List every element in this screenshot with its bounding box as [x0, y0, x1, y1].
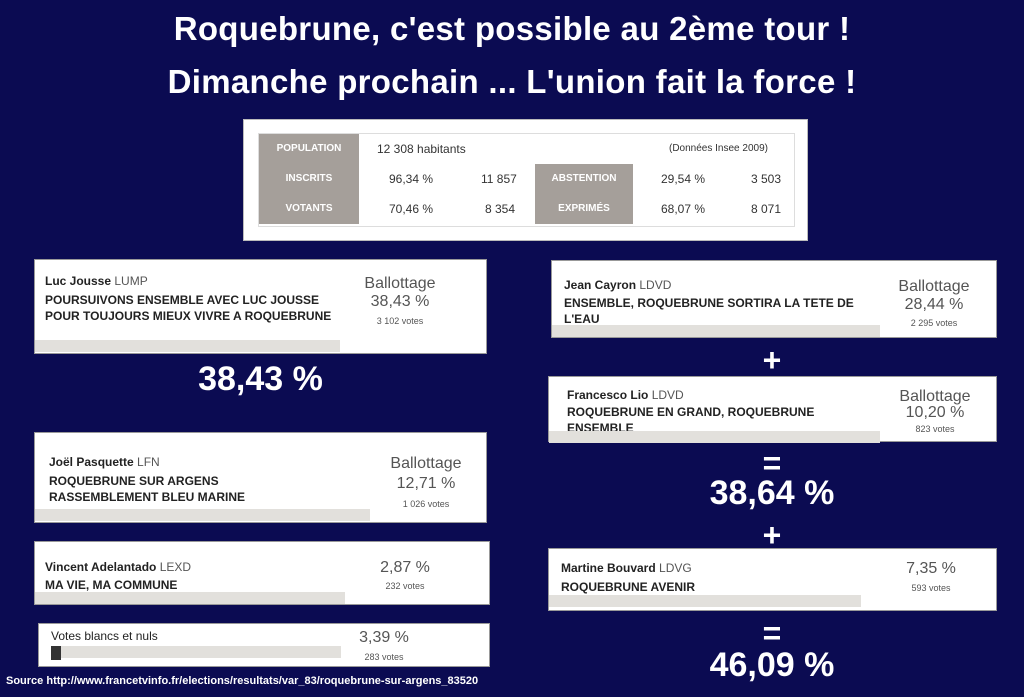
candidate-name: Joël Pasquette LFN: [49, 455, 160, 469]
candidate-slogan: ENSEMBLE, ROQUEBRUNE SORTIRA LA TETE DE …: [564, 296, 854, 326]
candidate-name: Jean Cayron LDVD: [564, 278, 672, 292]
candidate-bar: [35, 592, 345, 604]
votants-count: 8 354: [485, 202, 516, 216]
candidate-name: Martine Bouvard LDVG: [561, 561, 692, 575]
final-total: 46,09 %: [709, 646, 835, 684]
abstention-count: 3 503: [751, 172, 782, 186]
candidate-bar: [549, 595, 861, 607]
plus-sign-1: +: [762, 342, 782, 378]
turnout-stats-table: POPULATION 12 308 habitants (Données Ins…: [243, 119, 808, 241]
exprimes-count: 8 071: [751, 202, 782, 216]
candidate-name: Vincent Adelantado LEXD: [45, 560, 192, 574]
candidate-bar: [35, 340, 340, 352]
candidate-votes: 1 026 votes: [402, 499, 450, 509]
union-total: 38,64 %: [709, 474, 835, 512]
candidate-status: Ballottage: [898, 278, 970, 295]
candidate-status: Ballottage: [899, 388, 971, 405]
candidate-card-lio: Francesco Lio LDVD ROQUEBRUNE EN GRAND, …: [548, 376, 997, 443]
headline-line-1: Roquebrune, c'est possible au 2ème tour …: [173, 10, 851, 47]
population-value: 12 308 habitants: [377, 142, 466, 156]
candidate-percentage: 38,43 %: [370, 293, 430, 310]
candidate-slogan: MA VIE, MA COMMUNE: [45, 578, 178, 592]
candidate-card-cayron: Jean Cayron LDVD ENSEMBLE, ROQUEBRUNE SO…: [551, 260, 997, 338]
candidate-percentage: 12,71 %: [396, 475, 456, 492]
candidate-percentage: 28,44 %: [904, 296, 964, 313]
candidate-card-jousse: Luc Jousse LUMP POURSUIVONS ENSEMBLE AVE…: [34, 259, 487, 354]
candidate-card-bouvard: Martine Bouvard LDVG ROQUEBRUNE AVENIR 7…: [548, 548, 997, 611]
blank-votes-bar-fill: [51, 646, 61, 660]
inscrits-pct: 96,34 %: [389, 172, 434, 186]
blank-votes-label: Votes blancs et nuls: [51, 629, 158, 643]
candidate-bar: [35, 509, 370, 521]
candidate-name: Francesco Lio LDVD: [567, 388, 684, 402]
population-note: (Données Insee 2009): [669, 143, 768, 154]
equals-sign-2: =: [762, 615, 782, 651]
blank-votes-card: Votes blancs et nuls 3,39 % 283 votes: [38, 623, 490, 667]
candidate-status: Ballottage: [364, 275, 436, 292]
candidate-card-adelantado: Vincent Adelantado LEXD MA VIE, MA COMMU…: [34, 541, 490, 605]
votants-pct: 70,46 %: [389, 202, 434, 216]
inscrits-label: INSCRITS: [259, 164, 359, 194]
blank-votes-bar: [51, 646, 341, 658]
candidate-votes: 232 votes: [385, 581, 425, 591]
candidate-card-pasquette: Joël Pasquette LFN ROQUEBRUNE SUR ARGENS…: [34, 432, 487, 523]
candidate-percentage: 10,20 %: [905, 404, 965, 421]
candidate-slogan: POURSUIVONS ENSEMBLE AVEC LUC JOUSSE POU…: [45, 293, 332, 323]
inscrits-count: 11 857: [481, 172, 517, 186]
abstention-pct: 29,54 %: [661, 172, 706, 186]
candidate-votes: 823 votes: [915, 424, 955, 434]
equals-sign-1: =: [762, 445, 782, 481]
exprimes-label: EXPRIMÉS: [535, 194, 633, 224]
candidate-slogan: ROQUEBRUNE SUR ARGENS RASSEMBLEMENT BLEU…: [49, 474, 246, 504]
candidate-votes: 2 295 votes: [910, 318, 958, 328]
candidate-votes: 3 102 votes: [376, 316, 424, 326]
candidate-percentage: 2,87 %: [380, 559, 430, 576]
source-link: Source http://www.francetvinfo.fr/electi…: [6, 675, 479, 687]
headline-line-2: Dimanche prochain ... L'union fait la fo…: [167, 63, 857, 100]
candidate-percentage: 7,35 %: [906, 560, 956, 577]
votants-label: VOTANTS: [259, 194, 359, 224]
blank-votes-count: 283 votes: [364, 652, 404, 662]
exprimes-pct: 68,07 %: [661, 202, 706, 216]
plus-sign-2: +: [762, 517, 782, 553]
jousse-total: 38,43 %: [198, 360, 323, 398]
population-label: POPULATION: [259, 134, 359, 164]
abstention-label: ABSTENTION: [535, 164, 633, 194]
candidate-bar: [552, 325, 880, 337]
candidate-slogan: ROQUEBRUNE AVENIR: [561, 580, 696, 594]
blank-votes-percentage: 3,39 %: [359, 629, 409, 646]
candidate-votes: 593 votes: [911, 583, 951, 593]
candidate-name: Luc Jousse LUMP: [45, 274, 148, 288]
candidate-status: Ballottage: [390, 455, 462, 472]
candidate-bar: [549, 431, 880, 443]
